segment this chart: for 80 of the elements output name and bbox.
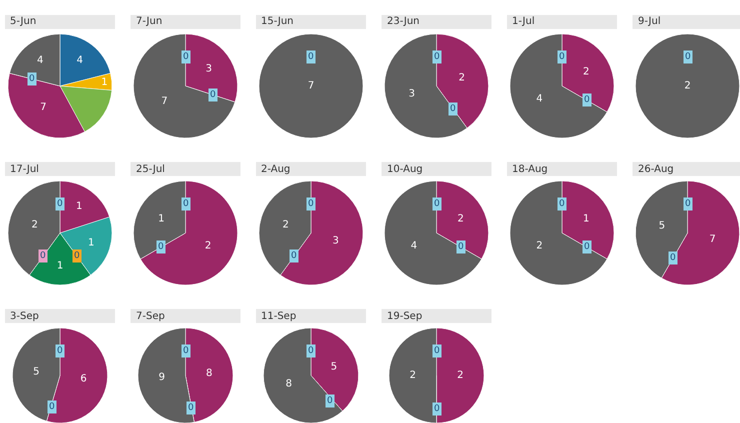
text: 0 [670,253,676,263]
chart-title: 10-Aug [387,164,423,175]
text: 0 [308,346,314,356]
data-label: 8 [286,378,292,390]
text: 0 [327,396,333,406]
data-label: 7 [161,96,168,107]
data-label: 1 [582,214,590,225]
data-label: 1 [76,201,82,212]
data-label: 1 [158,214,165,225]
chart-title: 1-Jul [512,16,535,27]
data-label: 1 [101,76,108,88]
data-label: 7 [308,80,314,92]
text: 0 [584,95,590,105]
text: 0 [308,52,314,62]
data-label: 7 [709,234,716,246]
chart-title: 2-Aug [261,164,290,175]
data-label: 7 [40,102,47,113]
text: 0 [559,52,565,62]
text: 0 [584,242,590,252]
data-label: 2 [282,219,289,230]
text: 0 [188,403,194,413]
text: 0 [434,404,440,414]
text: 0 [158,242,164,252]
chart-title: 3-Sep [10,311,39,322]
text: 0 [434,52,440,62]
text: 0 [57,199,63,209]
data-label: 1 [56,260,64,272]
text: 0 [458,242,464,252]
chart-title: 25-Jul [136,164,165,175]
text: 0 [291,251,297,261]
chart-title: 15-Jun [261,16,294,27]
text: 0 [308,199,314,209]
data-label: 9 [158,372,166,384]
data-label: 2 [684,80,691,92]
text: 0 [29,74,35,84]
data-label: 4 [76,55,83,66]
data-label: 1 [88,238,94,249]
data-label: 2 [204,240,212,252]
data-label: 2 [410,370,416,381]
data-label: 2 [457,214,464,225]
chart-title: 11-Sep [261,311,296,322]
text: 0 [74,251,80,261]
data-label: 3 [408,88,415,100]
chart-title: 9-Jul [638,16,661,27]
data-label: 5 [658,220,666,232]
text: 0 [40,251,46,261]
data-label: 2 [458,72,466,84]
data-label: 4 [37,55,44,66]
text: 0 [210,90,216,100]
data-label: 4 [536,94,543,104]
chart-title: 26-Aug [638,164,674,175]
text: 0 [685,52,691,62]
text: 0 [450,104,456,114]
chart-title: 7-Jun [136,16,162,27]
data-label: 6 [80,373,87,384]
chart-title: 23-Jun [387,16,420,27]
text: 0 [685,199,691,209]
data-label: 3 [206,64,212,75]
chart-title: 5-Jun [10,16,36,27]
text: 0 [49,402,55,412]
chart-title: 19-Sep [387,311,422,322]
text: 0 [434,199,440,209]
data-label: 2 [536,240,543,252]
data-label: 3 [332,236,339,247]
data-label: 4 [410,240,418,252]
data-label: 5 [33,366,40,378]
text: 0 [434,346,440,356]
text: 0 [57,346,63,356]
chart-title: 7-Sep [136,311,165,322]
text: 0 [183,52,189,62]
chart-title: 17-Jul [10,164,39,175]
text: 0 [183,346,189,356]
data-label: 2 [582,66,590,78]
data-label: 2 [31,219,38,230]
chart-title: 18-Aug [512,164,548,175]
data-label: 8 [206,368,212,379]
data-label: 2 [457,370,464,381]
text: 0 [183,199,189,209]
data-label: 5 [330,361,338,372]
text: 0 [559,199,565,209]
